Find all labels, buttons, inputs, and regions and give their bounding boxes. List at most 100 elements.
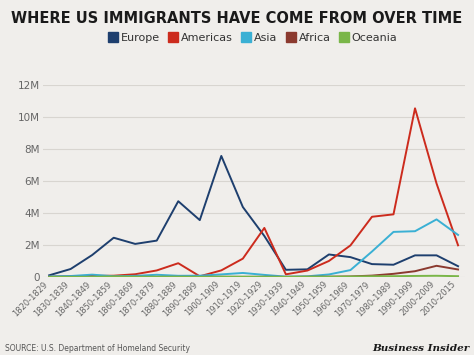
Oceania bbox=[89, 275, 95, 279]
Americas bbox=[391, 212, 396, 217]
Americas bbox=[154, 268, 160, 273]
Africa bbox=[262, 275, 267, 279]
Americas bbox=[455, 243, 461, 247]
Oceania bbox=[46, 275, 52, 279]
Americas bbox=[412, 106, 418, 110]
Oceania bbox=[197, 275, 202, 279]
Asia bbox=[412, 229, 418, 233]
Oceania bbox=[262, 275, 267, 279]
Europe bbox=[132, 242, 138, 246]
Text: Business Insider: Business Insider bbox=[372, 344, 469, 353]
Europe bbox=[219, 154, 224, 158]
Americas bbox=[305, 268, 310, 273]
Africa bbox=[111, 275, 117, 279]
Americas bbox=[89, 274, 95, 278]
Oceania bbox=[391, 274, 396, 278]
Europe bbox=[347, 255, 353, 259]
Americas bbox=[132, 272, 138, 277]
Europe bbox=[262, 234, 267, 238]
Africa bbox=[369, 273, 375, 278]
Americas bbox=[175, 261, 181, 265]
Europe bbox=[68, 267, 73, 271]
Oceania bbox=[347, 274, 353, 279]
Europe bbox=[111, 236, 117, 240]
Europe bbox=[391, 263, 396, 267]
Oceania bbox=[111, 274, 117, 279]
Oceania bbox=[175, 274, 181, 279]
Asia bbox=[111, 274, 117, 278]
Europe bbox=[412, 253, 418, 257]
Americas bbox=[347, 243, 353, 247]
Europe bbox=[434, 253, 439, 257]
Oceania bbox=[369, 274, 375, 278]
Africa bbox=[305, 275, 310, 279]
Asia bbox=[347, 268, 353, 272]
Line: Africa: Africa bbox=[49, 266, 458, 277]
Africa bbox=[412, 269, 418, 273]
Oceania bbox=[326, 274, 332, 279]
Europe bbox=[175, 199, 181, 203]
Oceania bbox=[434, 274, 439, 278]
Europe bbox=[326, 252, 332, 257]
Europe bbox=[154, 239, 160, 243]
Asia bbox=[68, 274, 73, 278]
Americas bbox=[111, 274, 117, 278]
Africa bbox=[68, 275, 73, 279]
Line: Asia: Asia bbox=[49, 219, 458, 277]
Europe bbox=[305, 267, 310, 272]
Americas bbox=[219, 268, 224, 273]
Legend: Europe, Americas, Asia, Africa, Oceania: Europe, Americas, Asia, Africa, Oceania bbox=[110, 33, 397, 43]
Europe bbox=[240, 205, 246, 209]
Americas bbox=[369, 215, 375, 219]
Oceania bbox=[219, 274, 224, 279]
Asia bbox=[175, 274, 181, 278]
Oceania bbox=[455, 274, 461, 278]
Europe bbox=[369, 262, 375, 266]
Africa bbox=[132, 275, 138, 279]
Americas bbox=[46, 275, 52, 279]
Asia bbox=[262, 273, 267, 277]
Europe bbox=[283, 268, 289, 272]
Africa bbox=[175, 275, 181, 279]
Africa bbox=[240, 275, 246, 279]
Africa bbox=[89, 275, 95, 279]
Asia bbox=[46, 274, 52, 279]
Oceania bbox=[154, 275, 160, 279]
Oceania bbox=[283, 275, 289, 279]
Oceania bbox=[305, 274, 310, 279]
Asia bbox=[283, 274, 289, 279]
Europe bbox=[197, 218, 202, 222]
Africa bbox=[347, 274, 353, 279]
Asia bbox=[197, 274, 202, 278]
Africa bbox=[455, 267, 461, 272]
Africa bbox=[434, 264, 439, 268]
Asia bbox=[326, 272, 332, 277]
Oceania bbox=[412, 274, 418, 278]
Asia bbox=[240, 271, 246, 275]
Africa bbox=[197, 275, 202, 279]
Line: Oceania: Oceania bbox=[49, 276, 458, 277]
Americas bbox=[68, 274, 73, 279]
Asia bbox=[154, 273, 160, 277]
Africa bbox=[283, 275, 289, 279]
Americas bbox=[283, 272, 289, 277]
Oceania bbox=[240, 274, 246, 279]
Europe bbox=[455, 264, 461, 268]
Asia bbox=[455, 233, 461, 237]
Europe bbox=[89, 253, 95, 257]
Americas bbox=[434, 181, 439, 186]
Asia bbox=[132, 274, 138, 278]
Africa bbox=[219, 275, 224, 279]
Americas bbox=[262, 226, 267, 230]
Oceania bbox=[132, 275, 138, 279]
Text: SOURCE: U.S. Department of Homeland Security: SOURCE: U.S. Department of Homeland Secu… bbox=[5, 344, 190, 353]
Asia bbox=[369, 250, 375, 254]
Americas bbox=[197, 274, 202, 278]
Africa bbox=[391, 272, 396, 276]
Oceania bbox=[68, 275, 73, 279]
Asia bbox=[434, 217, 439, 222]
Line: Americas: Americas bbox=[49, 108, 458, 277]
Africa bbox=[326, 274, 332, 279]
Africa bbox=[154, 275, 160, 279]
Europe bbox=[46, 273, 52, 278]
